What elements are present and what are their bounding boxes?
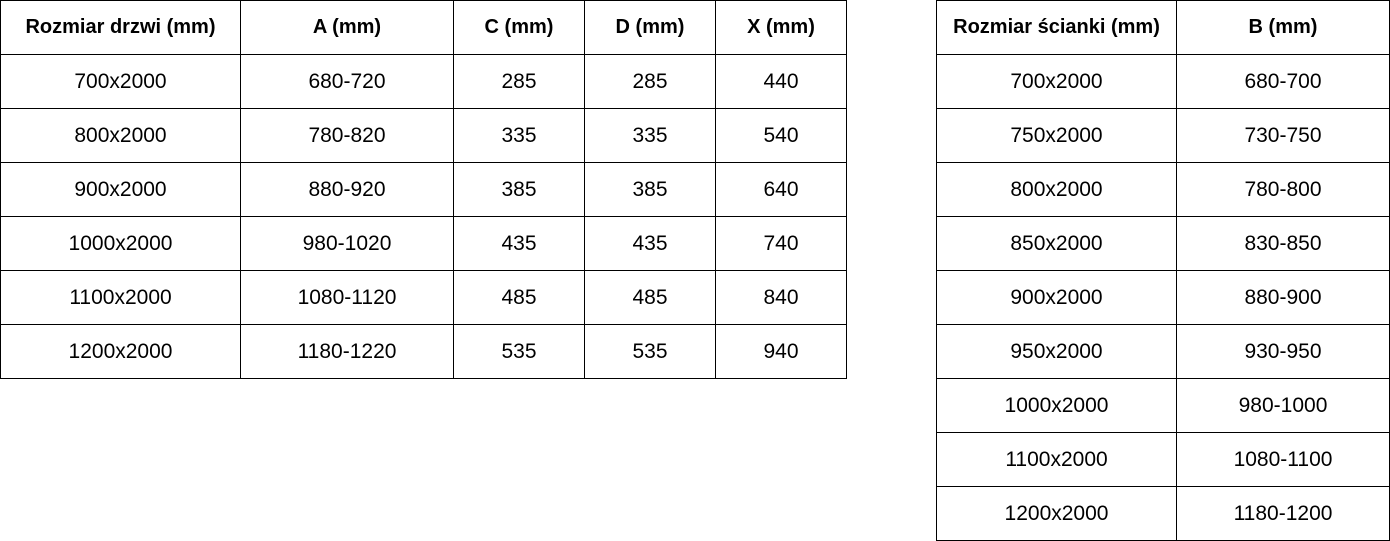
table-cell: 750x2000 — [936, 108, 1177, 163]
table-cell: 980-1020 — [240, 216, 454, 271]
table-cell: 730-750 — [1176, 108, 1390, 163]
table-cell: 1100x2000 — [0, 270, 241, 325]
table-cell: 800x2000 — [0, 108, 241, 163]
table-cell: 335 — [584, 108, 716, 163]
table-cell: 285 — [584, 54, 716, 109]
table-row: 1100x2000 1080-1120 485 485 840 — [0, 270, 847, 325]
table-row: 800x2000 780-800 — [936, 162, 1390, 217]
door-size-table: Rozmiar drzwi (mm) A (mm) C (mm) D (mm) X (m… — [0, 0, 847, 379]
table-cell: 1180-1200 — [1176, 486, 1390, 541]
table-cell: 440 — [715, 54, 847, 109]
table-cell: 680-720 — [240, 54, 454, 109]
table-cell: 335 — [453, 108, 585, 163]
column-header: D (mm) — [584, 0, 716, 55]
table-cell: 1000x2000 — [936, 378, 1177, 433]
table-cell: 1000x2000 — [0, 216, 241, 271]
table-row: 950x2000 930-950 — [936, 324, 1390, 379]
table-header-row: Rozmiar ścianki (mm) B (mm) — [936, 0, 1390, 55]
column-header: X (mm) — [715, 0, 847, 55]
table-cell: 850x2000 — [936, 216, 1177, 271]
table-cell: 540 — [715, 108, 847, 163]
table-row: 800x2000 780-820 335 335 540 — [0, 108, 847, 163]
table-cell: 700x2000 — [0, 54, 241, 109]
table-row: 1000x2000 980-1000 — [936, 378, 1390, 433]
table-cell: 535 — [453, 324, 585, 379]
table-row: 750x2000 730-750 — [936, 108, 1390, 163]
table-cell: 700x2000 — [936, 54, 1177, 109]
table-header-row: Rozmiar drzwi (mm) A (mm) C (mm) D (mm) X (m… — [0, 0, 847, 55]
table-cell: 1200x2000 — [936, 486, 1177, 541]
table-cell: 740 — [715, 216, 847, 271]
table-row: 700x2000 680-700 — [936, 54, 1390, 109]
table-cell: 1080-1120 — [240, 270, 454, 325]
table-cell: 1080-1100 — [1176, 432, 1390, 487]
table-cell: 385 — [453, 162, 585, 217]
table-cell: 900x2000 — [936, 270, 1177, 325]
table-cell: 940 — [715, 324, 847, 379]
table-row: 1200x2000 1180-1200 — [936, 486, 1390, 541]
table-cell: 900x2000 — [0, 162, 241, 217]
table-cell: 680-700 — [1176, 54, 1390, 109]
table-cell: 980-1000 — [1176, 378, 1390, 433]
table-cell: 640 — [715, 162, 847, 217]
column-header: C (mm) — [453, 0, 585, 55]
table-cell: 385 — [584, 162, 716, 217]
table-cell: 880-920 — [240, 162, 454, 217]
table-cell: 485 — [584, 270, 716, 325]
table-cell: 535 — [584, 324, 716, 379]
table-cell: 950x2000 — [936, 324, 1177, 379]
table-cell: 485 — [453, 270, 585, 325]
table-cell: 840 — [715, 270, 847, 325]
table-cell: 435 — [453, 216, 585, 271]
table-cell: 1200x2000 — [0, 324, 241, 379]
column-header: A (mm) — [240, 0, 454, 55]
table-row: 1000x2000 980-1020 435 435 740 — [0, 216, 847, 271]
table-cell: 780-820 — [240, 108, 454, 163]
table-cell: 780-800 — [1176, 162, 1390, 217]
table-row: 900x2000 880-920 385 385 640 — [0, 162, 847, 217]
table-row: 1200x2000 1180-1220 535 535 940 — [0, 324, 847, 379]
column-header: Rozmiar drzwi (mm) — [0, 0, 241, 55]
table-cell: 1180-1220 — [240, 324, 454, 379]
wall-size-table: Rozmiar ścianki (mm) B (mm) 700x2000 680-7… — [936, 0, 1390, 541]
table-cell: 285 — [453, 54, 585, 109]
column-header: Rozmiar ścianki (mm) — [936, 0, 1177, 55]
column-header: B (mm) — [1176, 0, 1390, 55]
table-row: 1100x2000 1080-1100 — [936, 432, 1390, 487]
table-cell: 1100x2000 — [936, 432, 1177, 487]
table-row: 700x2000 680-720 285 285 440 — [0, 54, 847, 109]
table-row: 900x2000 880-900 — [936, 270, 1390, 325]
table-cell: 800x2000 — [936, 162, 1177, 217]
table-cell: 880-900 — [1176, 270, 1390, 325]
table-row: 850x2000 830-850 — [936, 216, 1390, 271]
table-cell: 830-850 — [1176, 216, 1390, 271]
table-cell: 435 — [584, 216, 716, 271]
table-cell: 930-950 — [1176, 324, 1390, 379]
